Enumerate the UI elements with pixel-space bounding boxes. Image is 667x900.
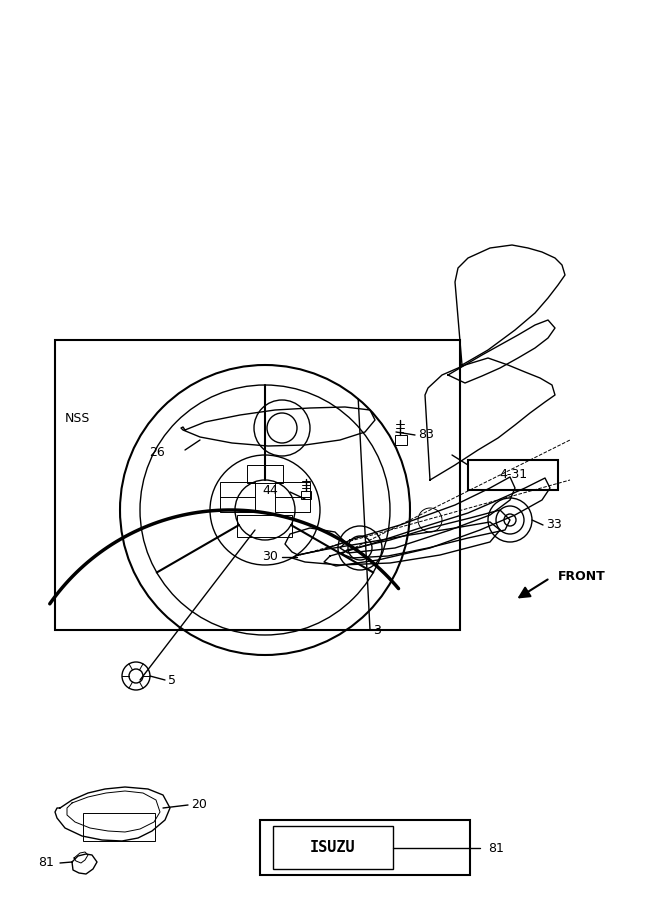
Text: 81: 81 [488,842,504,854]
Text: 44: 44 [262,483,278,497]
Text: 26: 26 [149,446,165,458]
Text: ISUZU: ISUZU [310,841,356,856]
Bar [468,460,558,490]
Bar [55,340,460,630]
Text: 33: 33 [546,518,562,532]
Text: 20: 20 [191,798,207,812]
Bar [220,482,255,512]
Text: FRONT: FRONT [558,570,606,582]
Bar [247,465,283,483]
Text: 81: 81 [38,857,54,869]
Text: 5: 5 [168,673,176,687]
Bar [260,820,470,875]
Bar [395,435,407,445]
Text: 30: 30 [262,551,278,563]
Bar [237,515,292,537]
Bar [275,482,310,512]
Bar [301,491,311,499]
Text: NSS: NSS [65,411,90,425]
Bar [83,813,155,841]
Text: 3: 3 [373,624,381,636]
Bar [273,826,393,869]
Text: 4-31: 4-31 [499,469,527,482]
Text: 83: 83 [418,428,434,442]
